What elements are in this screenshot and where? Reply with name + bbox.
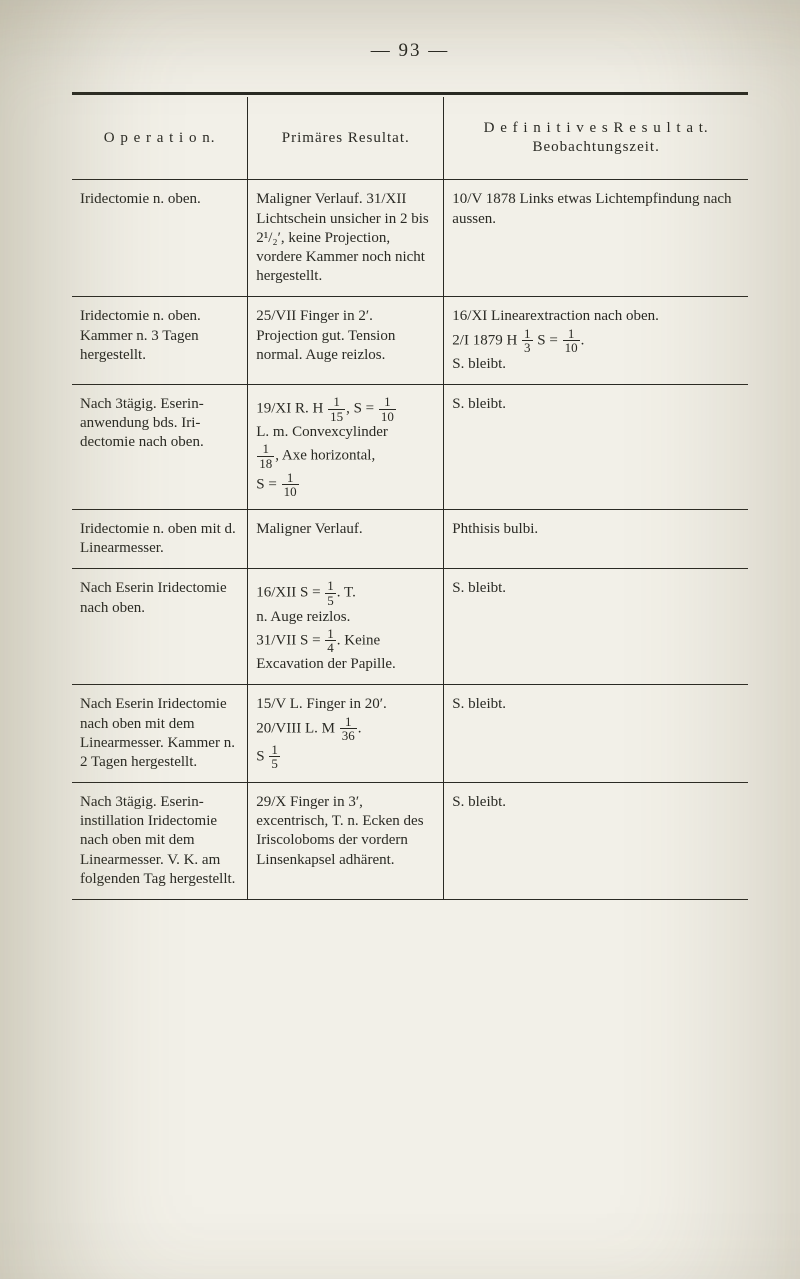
table-row: Nach 3tägig. Eserin­anwendung bds. Iri­d…	[72, 384, 748, 509]
cell-primary: 25/VII Finger in 2′. Projection gut. Ten…	[248, 297, 444, 385]
table-row: Nach Eserin Iridec­tomie nach oben mit d…	[72, 685, 748, 783]
scanned-page: — 93 — O p e r a t i o n. Primäres Resul…	[0, 0, 800, 1279]
cell-definitive: 10/V 1878 Links etwas Lichtempfindung na…	[444, 180, 748, 297]
cell-definitive: S. bleibt.	[444, 783, 748, 900]
cell-operation: Nach 3tägig. Eserin­anwendung bds. Iri­d…	[72, 384, 248, 509]
cell-operation: Iridectomie n. oben mit d. Linearmesser.	[72, 510, 248, 569]
cell-definitive: S. bleibt.	[444, 569, 748, 685]
col-header-line2: Beobachtungszeit.	[532, 139, 659, 155]
table-row: Iridectomie n. oben. Kammer n. 3 Tagen h…	[72, 297, 748, 385]
table-row: Nach 3tägig. Eserin­instillation Iridect…	[72, 783, 748, 900]
col-header-operation: O p e r a t i o n.	[72, 97, 248, 180]
top-rule	[72, 92, 748, 95]
table-row: Iridectomie n. oben. Maligner Verlauf. 3…	[72, 180, 748, 297]
page-number: — 93 —	[72, 40, 748, 62]
table-body: Iridectomie n. oben. Maligner Verlauf. 3…	[72, 180, 748, 900]
cell-definitive: S. bleibt.	[444, 685, 748, 783]
cell-primary: 19/XI R. H 115, S = 110L. m. Convexcylin…	[248, 384, 444, 509]
cell-primary: 15/V L. Finger in 20′.20/VIII L. M 136.S…	[248, 685, 444, 783]
cell-operation: Nach Eserin Iridec­tomie nach oben mit d…	[72, 685, 248, 783]
cell-primary: 29/X Finger in 3′, excentrisch, T. n. Ec…	[248, 783, 444, 900]
cell-operation: Nach Eserin Iridec­tomie nach oben.	[72, 569, 248, 685]
cell-primary: Maligner Verlauf.	[248, 510, 444, 569]
table-header-row: O p e r a t i o n. Primäres Resultat. D …	[72, 97, 748, 180]
col-header-line1: D e f i n i t i v e s R e s u l t a t.	[484, 120, 709, 136]
cell-operation: Iridectomie n. oben. Kammer n. 3 Tagen h…	[72, 297, 248, 385]
cell-definitive: S. bleibt.	[444, 384, 748, 509]
results-table: O p e r a t i o n. Primäres Resultat. D …	[72, 97, 748, 900]
table-row: Iridectomie n. oben mit d. Linearmesser.…	[72, 510, 748, 569]
cell-operation: Nach 3tägig. Eserin­instillation Iridect…	[72, 783, 248, 900]
cell-primary: 16/XII S = 15. T.n. Auge reizlos.31/VII …	[248, 569, 444, 685]
cell-definitive: 16/XI Linearextraction nach oben.2/I 187…	[444, 297, 748, 385]
col-header-definitive-result: D e f i n i t i v e s R e s u l t a t. B…	[444, 97, 748, 180]
cell-primary: Maligner Verlauf. 31/XII Lichtschein uns…	[248, 180, 444, 297]
cell-definitive: Phthisis bulbi.	[444, 510, 748, 569]
table-row: Nach Eserin Iridec­tomie nach oben. 16/X…	[72, 569, 748, 685]
col-header-primary-result: Primäres Resultat.	[248, 97, 444, 180]
cell-operation: Iridectomie n. oben.	[72, 180, 248, 297]
